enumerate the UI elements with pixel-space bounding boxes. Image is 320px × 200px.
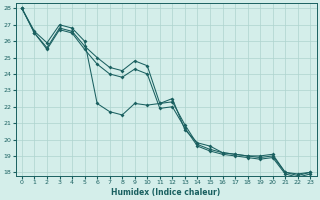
X-axis label: Humidex (Indice chaleur): Humidex (Indice chaleur)	[111, 188, 221, 197]
